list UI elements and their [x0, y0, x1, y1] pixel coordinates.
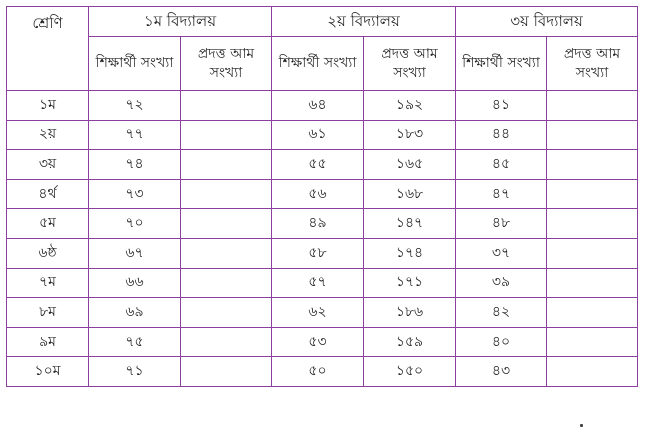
school-2-students-cell: ৫৫ — [271, 149, 365, 180]
class-cell: ৭ম — [6, 267, 89, 299]
school-3-students-cell: ৪৭ — [455, 178, 548, 210]
school-3-mangoes-cell — [546, 326, 639, 358]
table-row: ৪র্থ ৭৩ ৫৬ ১৬৮ ৪৭ — [6, 178, 639, 210]
school-2-students-header: শিক্ষার্থী সংখ্যা — [271, 36, 365, 91]
school-2-mangoes-cell: ১৬৮ — [363, 178, 457, 210]
school-2-students-cell: ৫৩ — [271, 326, 365, 358]
school-2-mangoes-cell: ১৬৫ — [363, 149, 457, 180]
table-row: ৬ষ্ঠ ৬৭ ৫৮ ১৭৪ ৩৭ — [6, 237, 639, 269]
school-1-header: ১ম বিদ্যালয় — [87, 6, 273, 37]
school-2-mangoes-header: প্রদত্ত আম সংখ্যা — [363, 36, 457, 91]
school-2-mangoes-cell: ১৪৭ — [363, 208, 457, 239]
table-row: ৭ম ৬৬ ৫৭ ১৭১ ৩৯ — [6, 267, 639, 299]
school-3-mangoes-cell — [546, 119, 639, 151]
school-1-students-cell: ৭৪ — [88, 149, 181, 180]
school-2-mangoes-cell: ১৯২ — [363, 90, 457, 121]
school-1-students-cell: ৭৫ — [88, 326, 181, 358]
header-row-schools: শ্রেণি ১ম বিদ্যালয় ২য় বিদ্যালয় ৩য় বি… — [6, 6, 639, 91]
school-3-mangoes-cell — [546, 237, 639, 269]
school-2-mangoes-cell: ১৮৬ — [363, 297, 457, 328]
school-3-students-cell: ৪৫ — [455, 149, 548, 180]
school-mango-table: শ্রেণি ১ম বিদ্যালয় ২য় বিদ্যালয় ৩য় বি… — [6, 6, 639, 387]
school-2-mangoes-cell: ১৫৯ — [363, 326, 457, 358]
school-2-students-cell: ৬১ — [271, 119, 365, 151]
school-2-students-cell: ৫৮ — [271, 237, 365, 269]
school-3-header: ৩য় বিদ্যালয় — [455, 6, 639, 37]
school-1-students-header: শিক্ষার্থী সংখ্যা — [88, 36, 181, 91]
stray-mark — [580, 424, 583, 427]
school-1-students-cell: ৭১ — [88, 356, 181, 387]
school-2-mangoes-cell: ১৮৩ — [363, 119, 457, 151]
school-3-mangoes-cell — [546, 267, 639, 299]
school-3-students-cell: ৪২ — [455, 297, 548, 328]
school-3-students-cell: ৩৭ — [455, 237, 548, 269]
table-row: ৫ম ৭০ ৪৯ ১৪৭ ৪৮ — [6, 208, 639, 239]
school-1-mangoes-cell — [179, 119, 273, 151]
class-header: শ্রেণি — [6, 6, 89, 91]
school-2-header: ২য় বিদ্যালয় — [271, 6, 457, 37]
class-cell: ৮ম — [6, 297, 89, 328]
school-2-students-cell: ৬২ — [271, 297, 365, 328]
school-3-mangoes-cell — [546, 149, 639, 180]
class-cell: ১ম — [6, 90, 89, 121]
school-1-mangoes-cell — [179, 297, 273, 328]
school-3-mangoes-cell — [546, 90, 639, 121]
school-1-mangoes-cell — [179, 237, 273, 269]
school-1-students-cell: ৭৩ — [88, 178, 181, 210]
school-2-mangoes-cell: ১৭৪ — [363, 237, 457, 269]
class-cell: ৯ম — [6, 326, 89, 358]
school-2-mangoes-cell: ১৫০ — [363, 356, 457, 387]
school-3-mangoes-cell — [546, 297, 639, 328]
table-row: ৯ম ৭৫ ৫৩ ১৫৯ ৪০ — [6, 326, 639, 358]
school-1-mangoes-cell — [179, 208, 273, 239]
class-cell: ৩য় — [6, 149, 89, 180]
school-1-mangoes-cell — [179, 149, 273, 180]
school-1-students-cell: ৬৭ — [88, 237, 181, 269]
school-2-mangoes-cell: ১৭১ — [363, 267, 457, 299]
header-row-columns: শিক্ষার্থী সংখ্যা প্রদত্ত আম সংখ্যা শিক্… — [7, 36, 639, 91]
school-1-mangoes-cell — [179, 178, 273, 210]
class-cell: ৫ম — [6, 208, 89, 239]
school-3-students-cell: ৪৪ — [455, 119, 548, 151]
school-2-students-cell: ৫০ — [271, 356, 365, 387]
school-3-students-cell: ৪০ — [455, 326, 548, 358]
school-3-mangoes-cell — [546, 356, 639, 387]
school-2-students-cell: ৫৬ — [271, 178, 365, 210]
school-1-students-cell: ৭৭ — [88, 119, 181, 151]
table-row: ৮ম ৬৯ ৬২ ১৮৬ ৪২ — [6, 297, 639, 328]
table-row: ২য় ৭৭ ৬১ ১৮৩ ৪৪ — [6, 119, 639, 151]
school-1-students-cell: ৭২ — [88, 90, 181, 121]
school-3-students-cell: ৪৮ — [455, 208, 548, 239]
school-3-mangoes-header: প্রদত্ত আম সংখ্যা — [546, 36, 639, 91]
school-3-students-cell: ৪৩ — [455, 356, 548, 387]
table-row: ৩য় ৭৪ ৫৫ ১৬৫ ৪৫ — [6, 149, 639, 180]
school-3-students-cell: ৪১ — [455, 90, 548, 121]
school-1-mangoes-cell — [179, 90, 273, 121]
table-row: ১০ম ৭১ ৫০ ১৫০ ৪৩ — [6, 356, 639, 387]
school-3-mangoes-cell — [546, 178, 639, 210]
class-cell: ২য় — [6, 119, 89, 151]
class-cell: ৪র্থ — [6, 178, 89, 210]
school-2-students-cell: ৪৯ — [271, 208, 365, 239]
school-1-mangoes-header: প্রদত্ত আম সংখ্যা — [179, 36, 273, 91]
school-1-students-cell: ৭০ — [88, 208, 181, 239]
school-1-mangoes-cell — [179, 326, 273, 358]
school-3-students-header: শিক্ষার্থী সংখ্যা — [455, 36, 548, 91]
school-1-mangoes-cell — [179, 356, 273, 387]
school-1-mangoes-cell — [179, 267, 273, 299]
school-2-students-cell: ৫৭ — [271, 267, 365, 299]
school-3-students-cell: ৩৯ — [455, 267, 548, 299]
school-1-students-cell: ৬৬ — [88, 267, 181, 299]
table-row: ১ম ৭২ ৬৪ ১৯২ ৪১ — [6, 90, 639, 121]
school-2-students-cell: ৬৪ — [271, 90, 365, 121]
class-cell: ১০ম — [6, 356, 89, 387]
school-1-students-cell: ৬৯ — [88, 297, 181, 328]
class-cell: ৬ষ্ঠ — [6, 237, 89, 269]
school-3-mangoes-cell — [546, 208, 639, 239]
